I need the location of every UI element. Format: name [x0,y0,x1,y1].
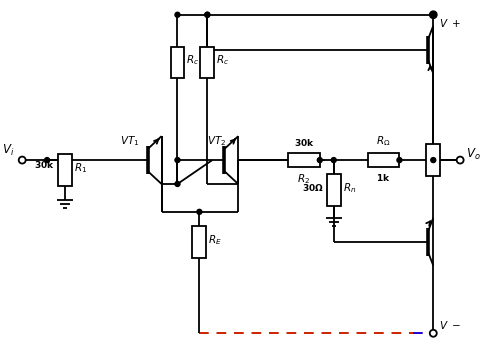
Text: $\bf{30k}$: $\bf{30k}$ [294,137,314,148]
Text: $VT_2$: $VT_2$ [207,134,226,148]
Text: $VT_1$: $VT_1$ [120,134,140,148]
Text: $V\ +$: $V\ +$ [439,17,461,29]
Text: $V_i$: $V_i$ [2,143,14,158]
Text: $V\ -$: $V\ -$ [439,319,461,331]
Bar [327,174,341,206]
Circle shape [175,158,180,163]
Circle shape [205,12,210,17]
Circle shape [430,11,437,18]
Bar [426,144,440,176]
Text: $\bf{30}\Omega$: $\bf{30}\Omega$ [302,182,324,194]
Circle shape [317,158,322,163]
Circle shape [175,12,180,17]
Text: $V_o$: $V_o$ [466,146,481,162]
Text: $R_n$: $R_n$ [343,181,356,195]
Circle shape [456,157,464,164]
Bar [58,154,72,186]
Circle shape [430,330,437,337]
Text: $R_1$: $R_1$ [74,161,87,175]
Bar [170,46,185,78]
Text: $R_{\Omega}$: $R_{\Omega}$ [376,134,391,148]
Circle shape [197,209,202,214]
Text: $R_c$: $R_c$ [216,54,229,68]
Bar [288,153,320,167]
Circle shape [44,158,50,163]
Circle shape [431,158,436,163]
Bar [192,226,206,258]
Text: $R_c$: $R_c$ [186,54,199,68]
Circle shape [19,157,26,164]
Circle shape [397,158,402,163]
Bar [368,153,399,167]
Circle shape [431,12,436,17]
Text: $R_2$: $R_2$ [298,172,311,186]
Circle shape [205,12,210,17]
Circle shape [175,182,180,187]
Text: $R_E$: $R_E$ [208,233,222,247]
Text: $\bf{30k}$: $\bf{30k}$ [34,158,55,170]
Text: $\bf{1k}$: $\bf{1k}$ [376,172,391,183]
Circle shape [331,158,336,163]
Bar [200,46,214,78]
